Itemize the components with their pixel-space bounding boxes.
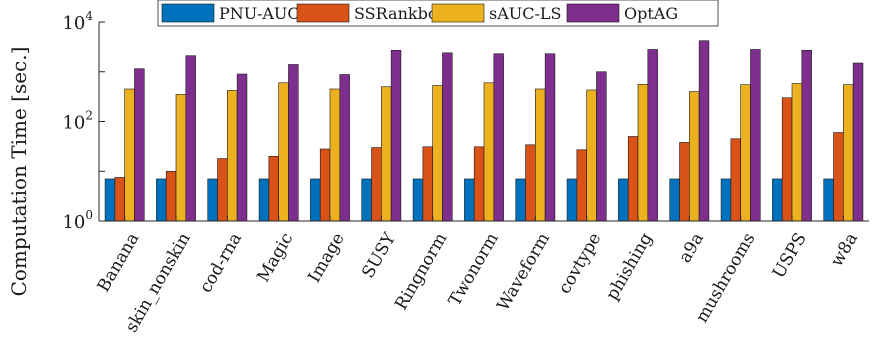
bar-ssrankboost-magic xyxy=(268,155,279,222)
bar-ssrankboost-image xyxy=(319,148,331,222)
bar-sauc-ls-image xyxy=(329,88,341,222)
bar-sauc-ls-a9a xyxy=(689,91,700,222)
bar-pnu-auc-w8a xyxy=(823,178,834,222)
bar-ssrankboost-a9a xyxy=(679,142,690,222)
bar-ssrankboost-susy xyxy=(371,147,382,222)
bar-sauc-ls-susy xyxy=(381,86,392,222)
x-tick-label-covtype: covtype xyxy=(555,230,606,298)
legend-swatch xyxy=(161,3,215,23)
bar-sauc-ls-usps xyxy=(791,83,803,222)
bar-ssrankboost-cod-rna xyxy=(217,158,228,222)
legend-swatch xyxy=(566,3,620,23)
bar-optag-covtype xyxy=(596,71,607,222)
bar-pnu-auc-a9a xyxy=(669,178,680,222)
bar-optag-usps xyxy=(801,49,812,222)
bar-optag-susy xyxy=(390,49,402,222)
bar-optag-a9a xyxy=(698,40,710,222)
bar-optag-mushrooms xyxy=(750,49,761,222)
bar-sauc-ls-mushrooms xyxy=(740,84,751,222)
legend-swatch xyxy=(296,3,350,23)
bar-ssrankboost-waveform xyxy=(525,144,536,222)
x-tick-label-cod-rna: cod-rna xyxy=(196,229,246,296)
legend-label: OptAG xyxy=(624,4,678,23)
x-tick-label-susy: SUSY xyxy=(358,229,400,282)
bar-pnu-auc-ringnorm xyxy=(412,178,424,222)
bar-pnu-auc-magic xyxy=(258,178,270,222)
bar-ssrankboost-skin-nonskin xyxy=(165,170,177,222)
x-tick-label-ringnorm: Ringnorm xyxy=(391,229,451,313)
bar-pnu-auc-image xyxy=(310,178,321,222)
bar-ssrankboost-mushrooms xyxy=(730,138,741,222)
bar-sauc-ls-twonorm xyxy=(483,82,495,222)
bar-optag-phishing xyxy=(647,49,658,222)
y-axis-title: Computation Time [sec.] xyxy=(7,47,31,297)
bar-ssrankboost-usps xyxy=(781,97,793,222)
x-tick-label-a9a: a9a xyxy=(675,230,708,267)
bars-group xyxy=(104,40,864,222)
x-tick-label-waveform: Waveform xyxy=(493,230,554,315)
bar-pnu-auc-waveform xyxy=(515,178,526,222)
bar-sauc-ls-phishing xyxy=(637,83,649,222)
bar-pnu-auc-twonorm xyxy=(464,178,475,222)
bar-optag-w8a xyxy=(852,62,864,222)
bar-optag-ringnorm xyxy=(442,52,453,222)
bar-optag-twonorm xyxy=(493,53,504,222)
bar-pnu-auc-covtype xyxy=(566,178,578,222)
bar-pnu-auc-mushrooms xyxy=(720,178,732,222)
bar-ssrankboost-w8a xyxy=(833,132,844,222)
y-tick-labels: 100 102 104 xyxy=(62,9,93,233)
x-tick-label-banana: Banana xyxy=(94,230,144,296)
bar-sauc-ls-skin-nonskin xyxy=(175,94,187,222)
legend-label: sAUC-LS xyxy=(489,4,561,23)
y-tick-label: 100 xyxy=(62,208,93,233)
bar-optag-skin-nonskin xyxy=(185,55,196,222)
bar-sauc-ls-w8a xyxy=(843,84,854,222)
y-tick-label: 104 xyxy=(62,9,93,34)
bar-sauc-ls-magic xyxy=(278,82,289,222)
legend-label: PNU-AUC xyxy=(219,4,300,23)
bar-sauc-ls-covtype xyxy=(586,89,597,222)
bar-pnu-auc-skin-nonskin xyxy=(156,178,167,222)
bar-sauc-ls-cod-rna xyxy=(227,90,238,222)
bar-optag-cod-rna xyxy=(236,73,248,222)
x-tick-label-twonorm: Twonorm xyxy=(445,230,503,310)
axes-group xyxy=(98,21,869,222)
bar-optag-banana xyxy=(134,68,145,222)
bar-sauc-ls-ringnorm xyxy=(432,85,443,222)
x-tick-label-usps: USPS xyxy=(769,230,811,282)
x-tick-label-magic: Magic xyxy=(253,230,297,286)
legend: PNU-AUC SSRankboost sAUC-LS OptAG xyxy=(157,0,719,27)
bar-optag-magic xyxy=(288,64,299,222)
y-tick-label: 102 xyxy=(62,109,93,134)
bar-optag-waveform xyxy=(544,53,556,222)
x-tick-label-image: Image xyxy=(304,230,348,287)
bar-pnu-auc-usps xyxy=(772,178,783,222)
bar-ssrankboost-banana xyxy=(114,177,125,222)
bar-sauc-ls-banana xyxy=(124,88,135,222)
bar-sauc-ls-waveform xyxy=(535,88,546,222)
bar-pnu-auc-phishing xyxy=(618,178,629,222)
bar-ssrankboost-ringnorm xyxy=(422,146,433,222)
x-tick-label-phishing: phishing xyxy=(602,229,656,303)
bar-pnu-auc-susy xyxy=(361,178,372,222)
bar-ssrankboost-twonorm xyxy=(473,146,485,222)
bar-pnu-auc-cod-rna xyxy=(207,178,218,222)
legend-swatch xyxy=(431,3,485,23)
bar-optag-image xyxy=(339,74,350,222)
x-tick-label-w8a: w8a xyxy=(827,230,862,271)
bar-pnu-auc-banana xyxy=(104,178,116,222)
bar-ssrankboost-phishing xyxy=(627,136,639,222)
bar-ssrankboost-covtype xyxy=(576,149,587,222)
